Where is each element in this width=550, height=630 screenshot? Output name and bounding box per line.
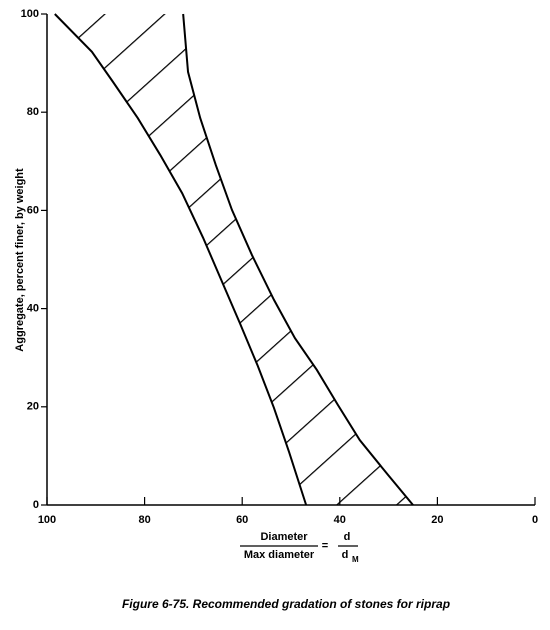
- x-label-equals: =: [322, 540, 328, 552]
- y-tick-label: 40: [27, 303, 39, 315]
- x-tick-label: 100: [38, 514, 56, 526]
- x-label-numerator: Diameter: [260, 531, 308, 543]
- y-tick-label: 100: [21, 8, 39, 20]
- x-tick-label: 0: [532, 514, 538, 526]
- gradation-limit-curve: [54, 13, 308, 506]
- x-label-denominator: Max diameter: [244, 549, 315, 561]
- x-label-symbol-numerator: d: [344, 531, 351, 543]
- x-label-subscript: M: [352, 555, 359, 564]
- x-label-symbol-denominator: d: [342, 549, 349, 561]
- y-tick-label: 20: [27, 401, 39, 413]
- hatched-band: [54, 14, 414, 505]
- y-tick-label: 60: [27, 204, 39, 216]
- y-tick-label: 80: [27, 106, 39, 118]
- x-tick-label: 80: [138, 514, 150, 526]
- y-axis-label: Aggregate, percent finer, by weight: [14, 168, 26, 352]
- x-tick-label: 20: [431, 514, 443, 526]
- x-tick-label: 40: [334, 514, 346, 526]
- x-tick-label: 60: [236, 514, 248, 526]
- gradation-limit-curve: [182, 13, 414, 506]
- caption: Figure 6-75. Recommended gradation of st…: [122, 597, 450, 611]
- y-tick-label: 0: [33, 499, 39, 511]
